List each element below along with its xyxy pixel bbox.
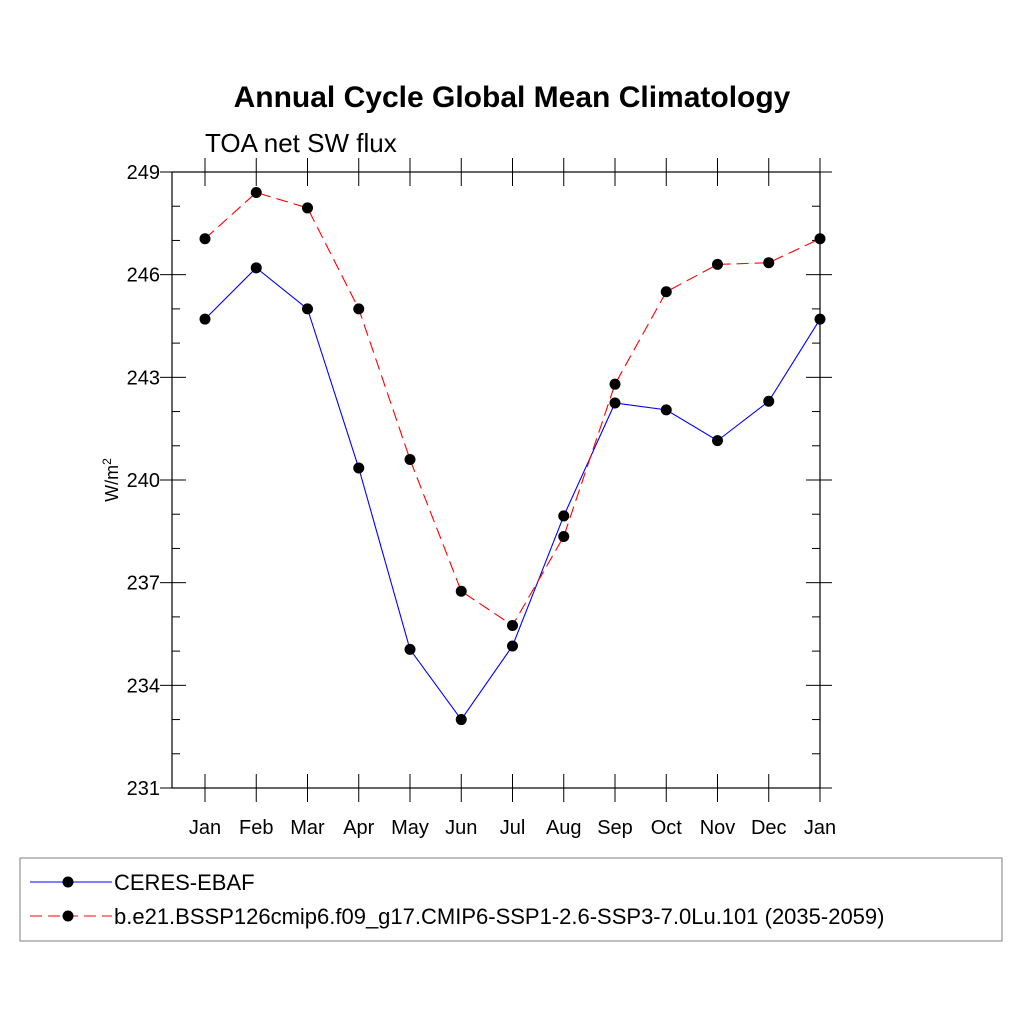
data-point-series-1 <box>558 510 570 522</box>
data-point-series-2 <box>302 202 313 214</box>
y-axis-label-unit: W/m <box>102 465 122 502</box>
data-point-series-2 <box>353 303 365 315</box>
data-point-series-1 <box>609 397 621 409</box>
data-point-series-2 <box>712 258 723 270</box>
y-axis: 231 234 237 240 243 246 249 <box>127 162 832 800</box>
y-tick-label: 237 <box>127 573 160 595</box>
x-tick-label: Apr <box>343 817 374 839</box>
data-point-series-1 <box>404 643 416 655</box>
legend-marker-2 <box>62 910 74 922</box>
data-point-series-2 <box>814 233 826 245</box>
series-layer <box>199 187 826 726</box>
data-point-series-1 <box>763 395 775 407</box>
data-point-series-1 <box>302 303 313 315</box>
data-point-series-2 <box>404 453 416 465</box>
data-point-series-1 <box>199 313 211 325</box>
x-tick-label: Jun <box>445 817 477 839</box>
x-tick-label: Sep <box>597 817 633 839</box>
data-point-series-2 <box>609 378 621 390</box>
x-axis: Jan Feb Mar Apr May Jun Jul Aug Sep Oct Nov Dec Jan <box>189 158 836 839</box>
data-point-series-1 <box>660 404 672 416</box>
y-tick-label: 240 <box>127 470 160 492</box>
x-tick-label: Mar <box>290 817 325 839</box>
x-tick-label: May <box>391 817 429 839</box>
legend-marker-1 <box>62 876 74 888</box>
x-tick-label: Aug <box>546 817 582 839</box>
data-point-series-2 <box>199 233 211 245</box>
y-tick-label: 234 <box>127 675 160 697</box>
data-point-series-2 <box>763 257 775 269</box>
y-tick-label: 231 <box>127 778 160 800</box>
data-point-series-2 <box>455 585 467 597</box>
data-point-series-1 <box>507 640 518 652</box>
chart-subtitle: TOA net SW flux <box>205 128 397 158</box>
data-point-series-2 <box>660 286 672 298</box>
legend-label-2: b.e21.BSSP126cmip6.f09_g17.CMIP6-SSP1-2.… <box>114 904 884 929</box>
y-tick-label: 243 <box>127 367 160 389</box>
y-axis-label-superscript: 2 <box>100 458 114 465</box>
data-point-series-1 <box>353 462 365 474</box>
legend-box <box>19 857 1003 942</box>
x-tick-label: Jan <box>804 817 836 839</box>
data-point-series-1 <box>814 313 826 325</box>
y-tick-label: 249 <box>127 162 160 184</box>
data-point-series-1 <box>250 262 262 274</box>
x-tick-label: Jul <box>500 817 526 839</box>
series-line-2 <box>204 191 821 627</box>
data-point-series-1 <box>712 435 723 447</box>
y-tick-label: 246 <box>127 265 160 287</box>
data-point-series-1 <box>455 714 467 726</box>
x-tick-label: Jan <box>189 817 221 839</box>
legend: CERES-EBAF b.e21.BSSP126cmip6.f09_g17.CMI… <box>30 870 884 929</box>
y-axis-label: W/m2 <box>100 458 122 502</box>
data-point-series-2 <box>250 187 262 199</box>
legend-label-1: CERES-EBAF <box>114 870 255 895</box>
x-tick-label: Feb <box>239 817 273 839</box>
data-point-series-2 <box>507 619 518 631</box>
x-tick-label: Nov <box>700 817 736 839</box>
series-line-1 <box>204 267 821 721</box>
x-tick-label: Dec <box>751 817 787 839</box>
x-tick-label: Oct <box>651 817 683 839</box>
chart-title: Annual Cycle Global Mean Climatology <box>234 81 791 114</box>
data-point-series-2 <box>558 530 570 542</box>
